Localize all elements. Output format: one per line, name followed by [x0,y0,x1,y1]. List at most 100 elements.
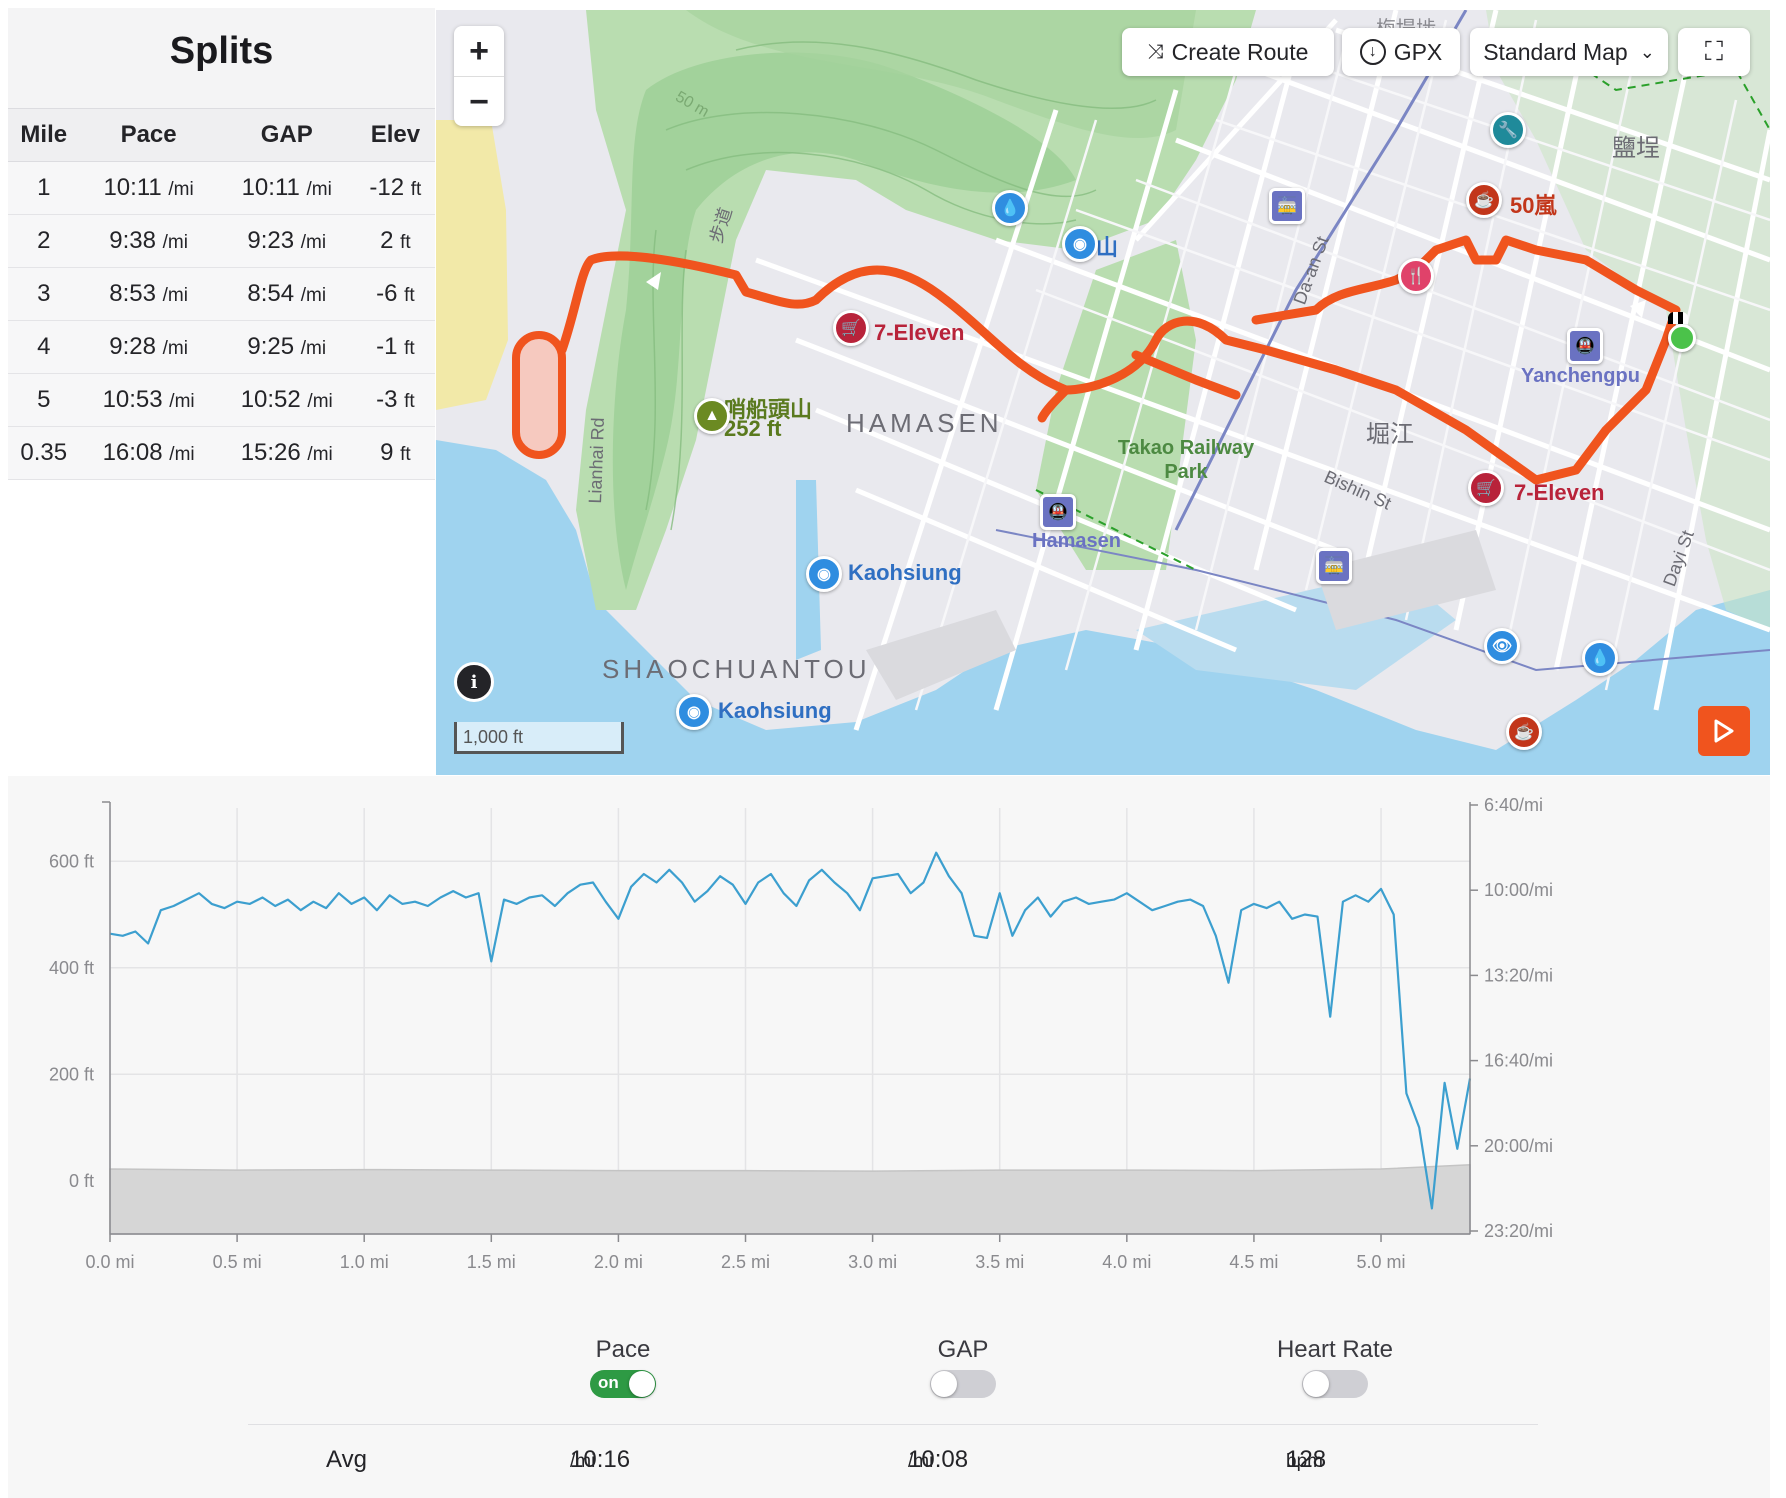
split-gap: 9:25 /mi [217,320,356,374]
col-elev: Elev [355,108,435,162]
split-pace: 16:08 /mi [79,426,218,480]
split-pace: 10:11 /mi [79,161,218,215]
chart-svg[interactable]: 0.0 mi 0.5 mi 1.0 mi 1.5 mi 2.0 mi 2.5 mi 3.0 … [8,776,1770,1336]
toggle-knob [931,1371,957,1397]
map-type-dropdown[interactable]: Standard Map ⌄ [1470,28,1668,76]
route-finish-flag-icon [1668,312,1688,324]
col-pace: Pace [79,108,218,162]
y-left-tick-label: 0 ft [69,1171,94,1191]
y-right-tick-label: 10:00/mi [1484,880,1553,900]
water-drop-icon[interactable]: 💧 [992,190,1028,226]
tram-station-icon[interactable]: 🚋 [1316,548,1352,584]
metro-station-icon[interactable]: 🚇 [1567,328,1603,364]
metro-station-icon[interactable]: 🚇 [1040,494,1076,530]
label-mountain-elev: 252 ft [724,416,782,441]
label-kaohsiung-1: Kaohsiung [848,560,962,585]
x-tick-label: 5.0 mi [1357,1252,1406,1272]
x-tick-label: 4.0 mi [1102,1252,1151,1272]
zoom-in-button[interactable]: + [454,26,504,77]
restaurant-icon[interactable]: 🍴 [1398,258,1434,294]
split-elev: -1 ft [355,320,435,374]
x-tick-label: 2.5 mi [721,1252,770,1272]
split-mile: 2 [8,214,80,268]
camera-icon[interactable]: ◉ [1062,226,1098,262]
split-mile: 5 [8,373,80,427]
label-7eleven-1: 7-Eleven [874,320,965,345]
split-row: 5 10:53 /mi 10:52 /mi -3 ft [8,373,435,427]
toggle-on-text: on [598,1373,619,1392]
split-row: 3 8:53 /mi 8:54 /mi -6 ft [8,267,435,321]
split-row: 4 9:28 /mi 9:25 /mi -1 ft [8,320,435,374]
x-tick-label: 0.5 mi [213,1252,262,1272]
x-tick-label: 0.0 mi [85,1252,134,1272]
gpx-download-button[interactable]: ↓ GPX [1342,28,1460,76]
create-route-button[interactable]: ⤨ Create Route [1122,28,1334,76]
chevron-down-icon: ⌄ [1639,41,1655,62]
x-tick-label: 1.0 mi [340,1252,389,1272]
play-flyover-button[interactable] [1698,706,1750,756]
elevation-pace-chart[interactable]: 0.0 mi 0.5 mi 1.0 mi 1.5 mi 2.0 mi 2.5 mi 3.0 … [8,776,1770,1498]
pace-line [109,851,1472,1210]
route-start-marker[interactable] [1668,324,1696,352]
route-icon: ⤨ [1147,40,1164,63]
split-gap: 8:54 /mi [217,267,356,321]
convenience-store-icon[interactable]: 🛒 [833,310,869,346]
toggle-knob [1303,1371,1329,1397]
split-gap: 15:26 /mi [217,426,356,480]
splits-table: Mile Pace GAP Elev 1 10:11 /mi 10:11 /mi -1… [8,108,435,480]
label-mountain-name: 哨船頭山 [724,397,813,422]
splits-panel: Splits Mile Pace GAP Elev 1 10:11 /mi 10:1… [8,8,435,480]
split-mile: 4 [8,320,80,374]
play-icon [1714,719,1734,743]
gpx-label: GPX [1393,38,1443,65]
convenience-store-icon[interactable]: 🛒 [1468,470,1504,506]
gap-toggle-label: GAP [937,1336,989,1363]
label-hamasen-district: HAMASEN [846,408,1003,438]
split-mile: 3 [8,267,80,321]
y-left-tick-label: 600 ft [49,851,94,871]
y-left-tick-label: 400 ft [49,958,94,978]
split-elev: -6 ft [355,267,435,321]
tram-station-icon[interactable]: 🚋 [1269,188,1305,224]
split-row: 1 10:11 /mi 10:11 /mi -12 ft [8,161,435,215]
pace-toggle-group: Pace on [523,1336,723,1398]
elevation-area [109,1163,1471,1235]
split-gap: 10:52 /mi [217,373,356,427]
route-map[interactable]: HAMASEN SHAOCHUANTOU 哨船頭山 252 ft 7-Eleve… [436,10,1770,775]
cafe-icon[interactable]: ☕ [1506,714,1542,750]
pace-toggle-switch[interactable]: on [590,1370,656,1398]
wrench-icon[interactable]: 🔧 [1490,112,1526,148]
label-50lan: 50嵐 [1510,193,1557,218]
zoom-out-button[interactable]: − [469,82,489,121]
x-tick-label: 3.0 mi [848,1252,897,1272]
split-row: 0.35 16:08 /mi 15:26 /mi 9 ft [8,426,435,480]
camera-icon[interactable]: ◉ [676,694,712,730]
label-yanchengpu: Yanchengpu [1521,365,1640,387]
toggle-knob [629,1371,655,1397]
split-row: 2 9:38 /mi 9:23 /mi 2 ft [8,214,435,268]
fullscreen-button[interactable]: ⛶ [1678,28,1750,76]
avg-gap: 10:08 /mi [908,1446,969,1473]
gap-toggle-switch[interactable] [930,1370,996,1398]
x-tick-label: 2.0 mi [594,1252,643,1272]
pace-toggle-label: Pace [595,1336,651,1363]
split-elev: -3 ft [355,373,435,427]
mountain-icon[interactable]: ▲ [694,398,730,434]
y-right-tick-label: 23:20/mi [1484,1221,1553,1241]
info-icon[interactable]: i [454,662,494,702]
map-type-label: Standard Map [1483,38,1628,65]
heart-rate-toggle-switch[interactable] [1302,1370,1368,1398]
splits-title: Splits [169,30,274,72]
avg-label: Avg [326,1446,367,1473]
viewpoint-icon[interactable]: 👁 [1484,628,1520,664]
x-tick-label: 4.5 mi [1229,1252,1278,1272]
split-pace: 8:53 /mi [79,267,218,321]
label-7eleven-2: 7-Eleven [1514,480,1605,505]
col-mile: Mile [8,108,80,162]
col-gap: GAP [217,108,356,162]
water-drop-icon[interactable]: 💧 [1582,640,1618,676]
cafe-icon[interactable]: ☕ [1466,182,1502,218]
split-gap: 10:11 /mi [217,161,356,215]
gap-toggle-group: GAP [863,1336,1063,1398]
camera-icon[interactable]: ◉ [806,556,842,592]
